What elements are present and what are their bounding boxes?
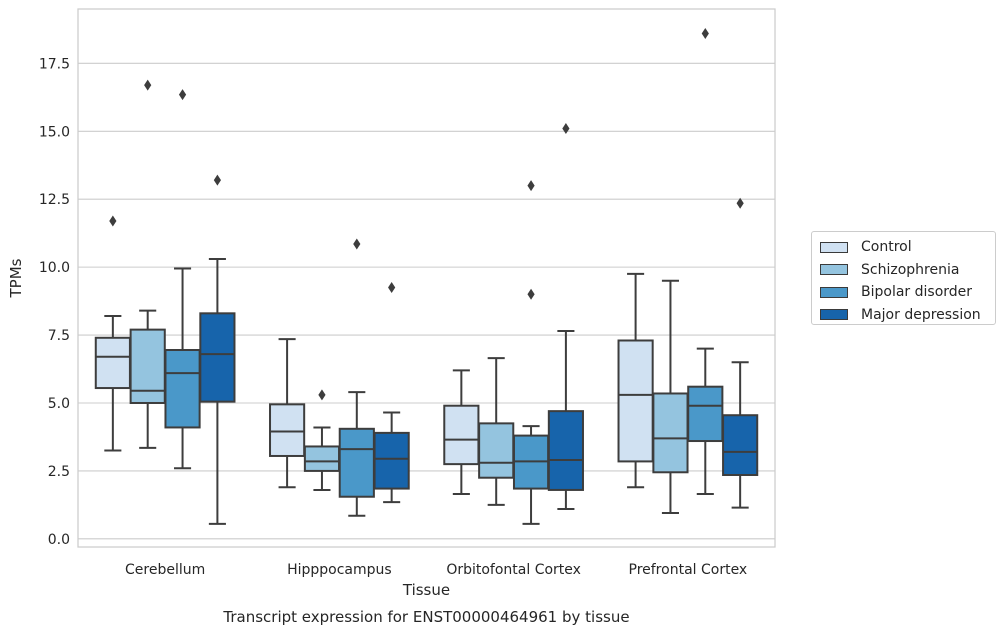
legend-item: Major depression: [820, 304, 987, 327]
box-bipolar-disorder: [512, 180, 550, 525]
outlier-point: [353, 238, 361, 250]
box-body: [722, 414, 759, 476]
box-major-depression: [547, 123, 584, 510]
box-body: [617, 339, 654, 463]
y-tick-label: 17.5: [39, 56, 70, 72]
box-bipolar-disorder: [338, 238, 375, 517]
box-body: [652, 392, 689, 474]
legend-swatch: [820, 286, 848, 298]
legend: Control Schizophrenia Bipolar disorder Majo…: [811, 231, 996, 325]
box-body: [338, 427, 375, 498]
legend-item: Schizophrenia: [820, 259, 987, 282]
plot-frame: [77, 8, 776, 548]
y-tick-label: 0.0: [48, 532, 70, 548]
outlier-point: [736, 197, 744, 209]
x-tick-label: Orbitofontal Cortex: [446, 562, 581, 578]
box-major-depression: [373, 282, 410, 504]
y-tick-label: 2.5: [48, 464, 70, 480]
box-major-depression: [199, 174, 236, 525]
legend-item: Control: [820, 236, 987, 259]
legend-swatch: [820, 241, 848, 253]
box-control: [617, 272, 654, 489]
outlier-point: [213, 174, 221, 186]
x-tick-label: Cerebellum: [125, 562, 205, 578]
box-schizophrenia: [478, 357, 515, 506]
box-body: [547, 410, 584, 491]
outlier-point: [318, 389, 326, 401]
box-body: [303, 445, 341, 472]
outlier-point: [527, 288, 535, 300]
box-body: [373, 431, 410, 490]
legend-label: Control: [861, 239, 912, 256]
outlier-point: [701, 27, 709, 39]
box-body: [443, 404, 480, 466]
box-control: [443, 369, 480, 496]
x-tick-labels: Cerebellum Hipppocampus Orbitofontal Corte…: [125, 562, 747, 578]
legend-label: Schizophrenia: [861, 261, 960, 278]
box-body: [129, 328, 166, 404]
legend-swatch: [820, 264, 848, 276]
box-body: [269, 403, 306, 457]
box-control: [269, 338, 306, 489]
legend-label: Major depression: [861, 306, 981, 323]
outlier-point: [527, 180, 535, 192]
box-series: [94, 27, 759, 525]
box-body: [687, 385, 724, 443]
box-body: [478, 422, 515, 479]
legend-swatch: [820, 309, 848, 321]
y-tick-label: 7.5: [48, 328, 70, 344]
outlier-point: [178, 89, 187, 101]
box-control: [94, 215, 131, 452]
box-body: [199, 312, 236, 403]
legend-item: Bipolar disorder: [820, 281, 987, 304]
y-tick-label: 15.0: [39, 124, 70, 140]
outlier-point: [109, 215, 117, 227]
box-bipolar-disorder: [687, 27, 724, 496]
y-tick-label: 5.0: [48, 396, 70, 412]
outlier-point: [144, 79, 152, 91]
legend-label: Bipolar disorder: [861, 284, 973, 301]
x-axis-label: Tissue: [402, 581, 450, 599]
box-schizophrenia: [303, 389, 341, 491]
box-major-depression: [722, 197, 759, 509]
y-tick-label: 12.5: [39, 192, 70, 208]
y-axis-label: TPMs: [7, 258, 25, 298]
y-tick-labels: 0.0 2.5 5.0 7.5 10.0 12.5 15.0 17.5: [39, 56, 70, 548]
x-tick-label: Hipppocampus: [287, 562, 392, 578]
outlier-point: [562, 123, 570, 135]
y-tick-label: 10.0: [39, 260, 70, 276]
chart-title: Transcript expression for ENST0000046496…: [222, 608, 629, 626]
box-bipolar-disorder: [164, 89, 201, 470]
x-tick-label: Prefrontal Cortex: [629, 562, 748, 578]
box-body: [164, 349, 201, 429]
box-schizophrenia: [652, 279, 689, 515]
box-schizophrenia: [129, 79, 166, 449]
outlier-point: [388, 282, 396, 294]
box-body: [94, 336, 131, 390]
